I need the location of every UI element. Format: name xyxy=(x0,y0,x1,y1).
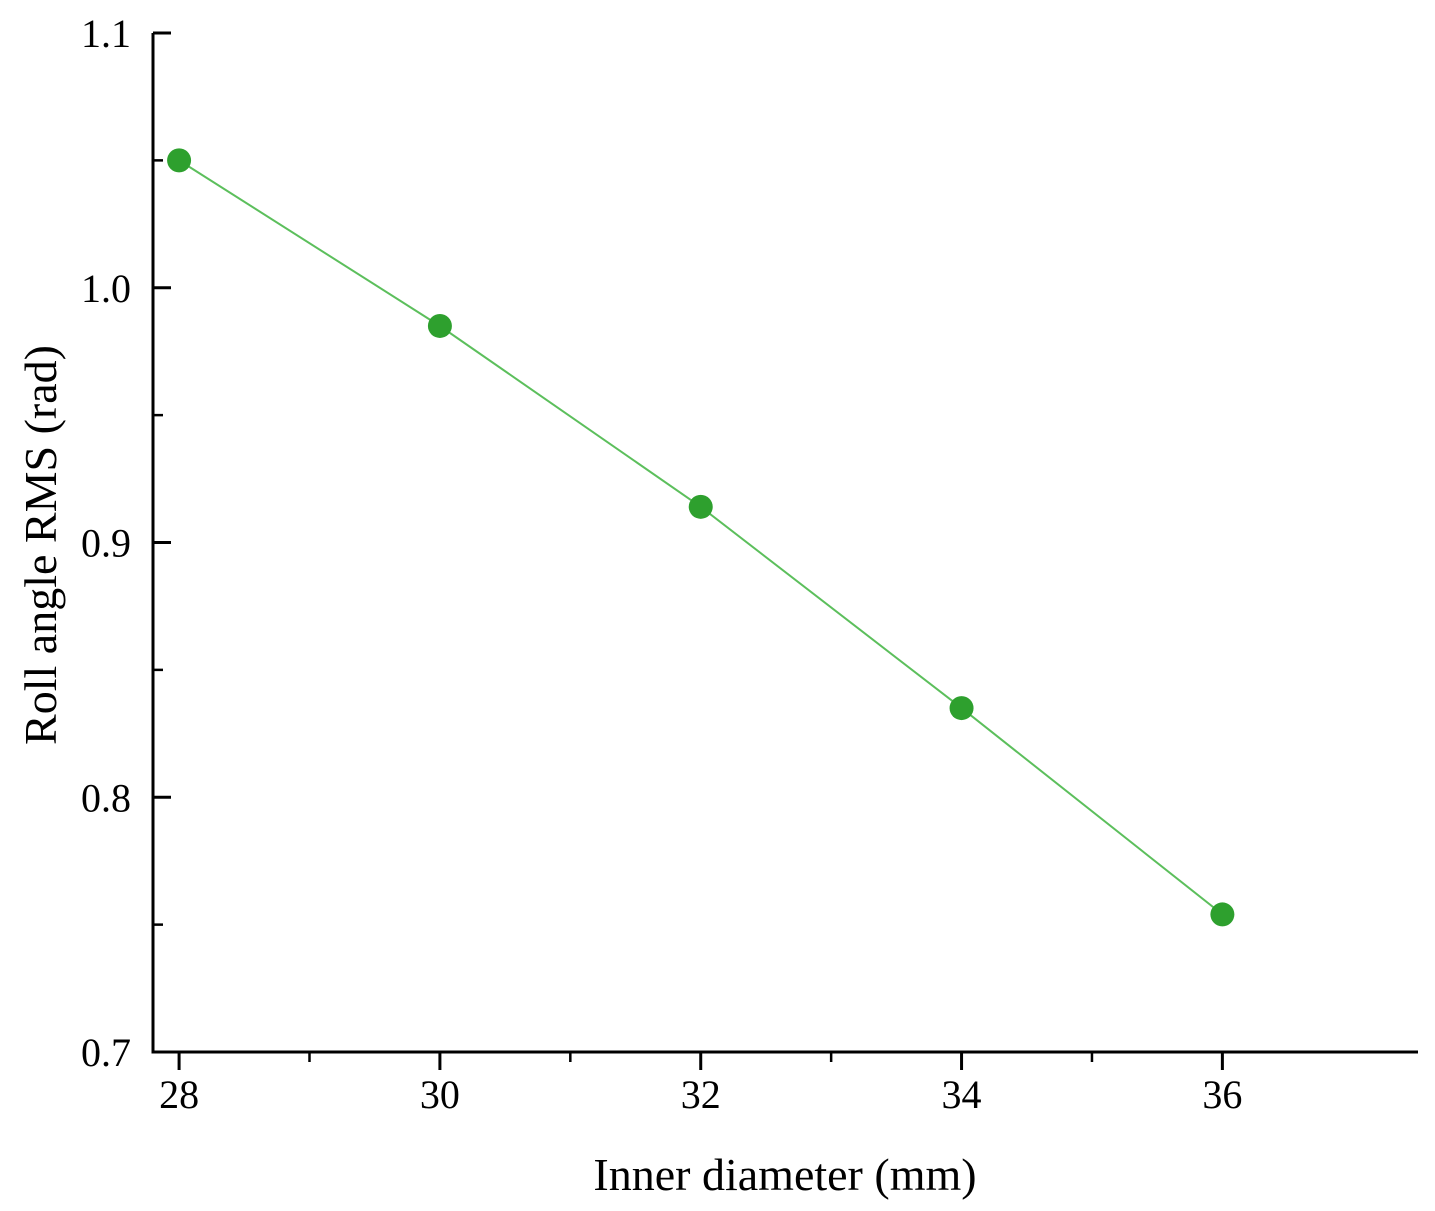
x-tick-label: 34 xyxy=(942,1072,982,1117)
data-point xyxy=(1210,902,1235,927)
series-line xyxy=(178,159,1224,916)
y-tick-label: 1.0 xyxy=(81,266,131,311)
x-axis-title: Inner diameter (mm) xyxy=(593,1149,976,1200)
y-axis-title: Roll angle RMS (rad) xyxy=(15,345,66,745)
y-tick-label: 0.7 xyxy=(81,1030,131,1075)
x-tick-label: 28 xyxy=(159,1072,199,1117)
y-tick-label: 0.9 xyxy=(81,521,131,566)
y-tick-label: 0.8 xyxy=(81,775,131,820)
data-point xyxy=(949,696,974,721)
plot-area: 0.7 0.8 0.9 1.0 1.1 28 30 32 34 36 xyxy=(81,11,1418,1117)
x-tick-label: 36 xyxy=(1202,1072,1242,1117)
data-point xyxy=(427,313,452,338)
data-point xyxy=(688,494,713,519)
x-tick-label: 32 xyxy=(681,1072,721,1117)
x-tick-label: 30 xyxy=(420,1072,460,1117)
y-tick-label: 1.1 xyxy=(81,11,131,56)
data-point xyxy=(167,148,192,173)
